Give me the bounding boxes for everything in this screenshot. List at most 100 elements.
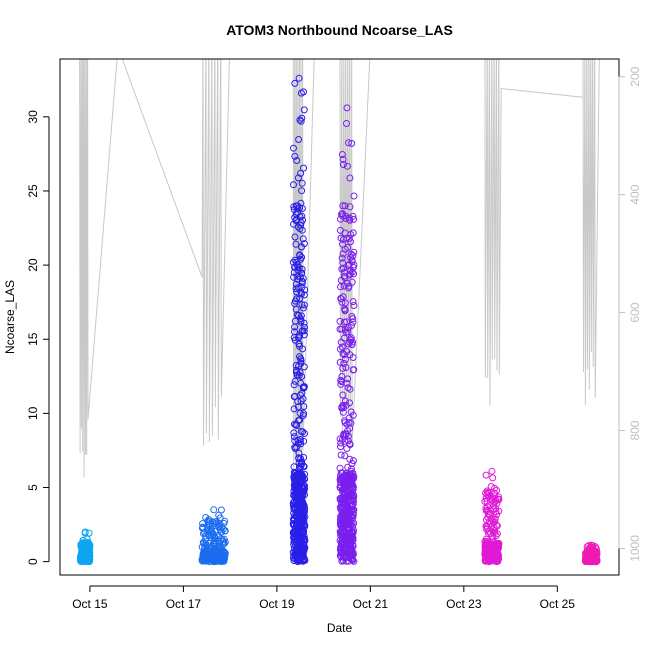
data-point (344, 262, 352, 269)
data-point (338, 151, 346, 158)
data-point (338, 254, 346, 262)
data-point (85, 529, 93, 537)
data-point (338, 373, 346, 380)
data-point (341, 268, 349, 276)
data-point (486, 548, 494, 556)
data-point (294, 506, 302, 514)
data-point (293, 422, 301, 429)
data-point (493, 544, 501, 552)
data-point (296, 213, 304, 221)
data-point (296, 273, 304, 281)
data-point (300, 327, 308, 335)
data-point (346, 385, 354, 393)
data-point (84, 548, 91, 556)
data-point (337, 513, 345, 521)
data-point (343, 318, 350, 326)
data-point (290, 541, 298, 549)
data-point (291, 233, 299, 241)
data-point (289, 501, 297, 509)
data-point (349, 229, 357, 237)
data-point (348, 139, 356, 147)
data-point (349, 411, 357, 419)
data-point (291, 328, 298, 336)
data-point (345, 419, 353, 426)
data-point (342, 493, 350, 501)
data-point (298, 114, 306, 122)
data-point (336, 475, 344, 483)
data-point (202, 556, 210, 564)
data-point (344, 463, 352, 471)
data-point (300, 88, 307, 96)
data-point (292, 280, 300, 288)
data-point (341, 419, 349, 427)
data-point (343, 504, 351, 512)
data-point (77, 540, 85, 548)
data-point (341, 202, 349, 210)
data-point (293, 371, 301, 379)
data-point (297, 427, 305, 435)
data-point (339, 546, 347, 554)
data-point (338, 537, 346, 545)
data-point (294, 266, 302, 274)
data-point (291, 152, 299, 160)
data-point (337, 443, 344, 451)
data-point (340, 553, 347, 561)
data-point (346, 338, 354, 346)
data-point (481, 498, 489, 505)
data-point (293, 288, 301, 296)
data-point (290, 405, 298, 413)
data-point (491, 484, 498, 492)
data-point (489, 546, 497, 554)
data-point (295, 484, 303, 492)
data-point (298, 552, 306, 560)
data-point (491, 495, 499, 503)
data-point (298, 187, 306, 195)
data-point (298, 179, 306, 187)
data-point (201, 548, 209, 556)
data-point (343, 162, 351, 170)
data-point (584, 549, 592, 556)
data-point (291, 534, 299, 541)
data-point (486, 501, 494, 509)
data-point (345, 284, 352, 292)
data-point (337, 544, 345, 552)
data-point (295, 74, 303, 82)
data-point (337, 451, 345, 459)
right-tick-label: 600 (628, 302, 642, 322)
data-point (300, 240, 308, 248)
data-point (346, 455, 354, 463)
data-point (290, 181, 297, 189)
data-point (348, 278, 356, 286)
x-tick-label: Oct 23 (446, 597, 482, 611)
data-point (337, 516, 345, 524)
data-point (488, 555, 496, 563)
data-point (341, 452, 349, 460)
data-point (294, 398, 302, 406)
data-point (336, 325, 344, 333)
y-tick-label: 30 (26, 110, 40, 124)
data-point (214, 521, 222, 529)
data-point (300, 484, 308, 492)
data-point (289, 258, 297, 266)
data-point (300, 545, 308, 553)
data-point (587, 541, 595, 549)
altitude-line (79, 59, 600, 505)
data-point (339, 391, 347, 399)
data-point (349, 536, 357, 544)
data-point (338, 210, 345, 218)
data-point (348, 551, 356, 559)
y-tick-label: 5 (26, 484, 40, 491)
data-point (293, 366, 300, 374)
data-point (488, 540, 496, 548)
data-point (337, 283, 344, 291)
data-point (292, 240, 300, 248)
data-point (221, 517, 229, 525)
data-point (210, 506, 218, 514)
data-point (344, 328, 352, 336)
data-point (296, 204, 304, 212)
data-point (344, 375, 352, 383)
data-point (349, 354, 357, 361)
data-point (290, 509, 298, 517)
data-point (297, 391, 304, 399)
data-point (350, 302, 358, 309)
